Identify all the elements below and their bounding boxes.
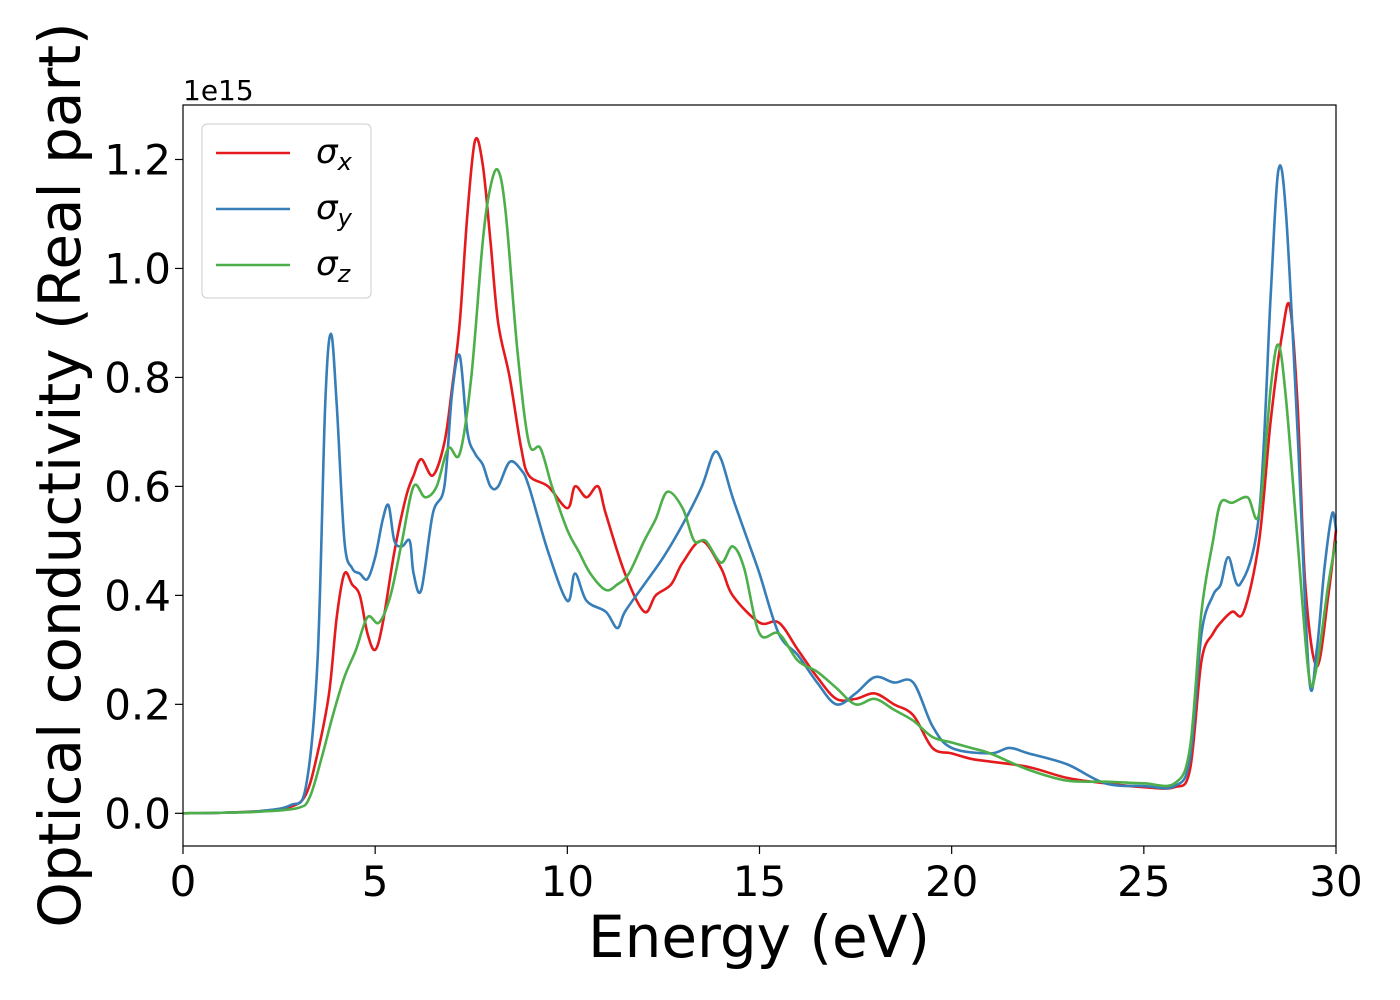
y-tick-label: 1.2	[104, 135, 171, 184]
x-tick-label: 15	[733, 857, 786, 906]
y-offset-label: 1e15	[183, 74, 254, 107]
y-tick-label: 0.2	[104, 680, 171, 729]
y-axis-title: Optical conductivity (Real part)	[26, 22, 94, 927]
plot-background	[183, 105, 1336, 846]
series-layer	[182, 137, 1338, 815]
x-axis-title: Energy (eV)	[588, 903, 930, 971]
series-line-z	[182, 167, 1338, 815]
x-tick-label: 5	[362, 857, 389, 906]
x-tick-label: 0	[170, 857, 197, 906]
legend-box	[201, 123, 372, 299]
x-tick-label: 20	[925, 857, 978, 906]
y-tick-label: 0.4	[104, 571, 171, 620]
y-tick-label: 0.0	[104, 789, 171, 838]
x-tick-label: 10	[541, 857, 594, 906]
x-axis-ticks: 0 5 10 15 20 25 30	[170, 846, 1363, 906]
y-tick-label: 0.8	[104, 353, 171, 402]
series-line-x	[182, 137, 1338, 815]
x-tick-label: 25	[1117, 857, 1170, 906]
y-axis-ticks: 0.0 0.2 0.4 0.6 0.8 1.0 1.2	[104, 135, 183, 838]
y-tick-label: 0.6	[104, 462, 171, 511]
series-line-y	[182, 164, 1338, 815]
y-tick-label: 1.0	[104, 244, 171, 293]
x-tick-label: 30	[1309, 857, 1362, 906]
